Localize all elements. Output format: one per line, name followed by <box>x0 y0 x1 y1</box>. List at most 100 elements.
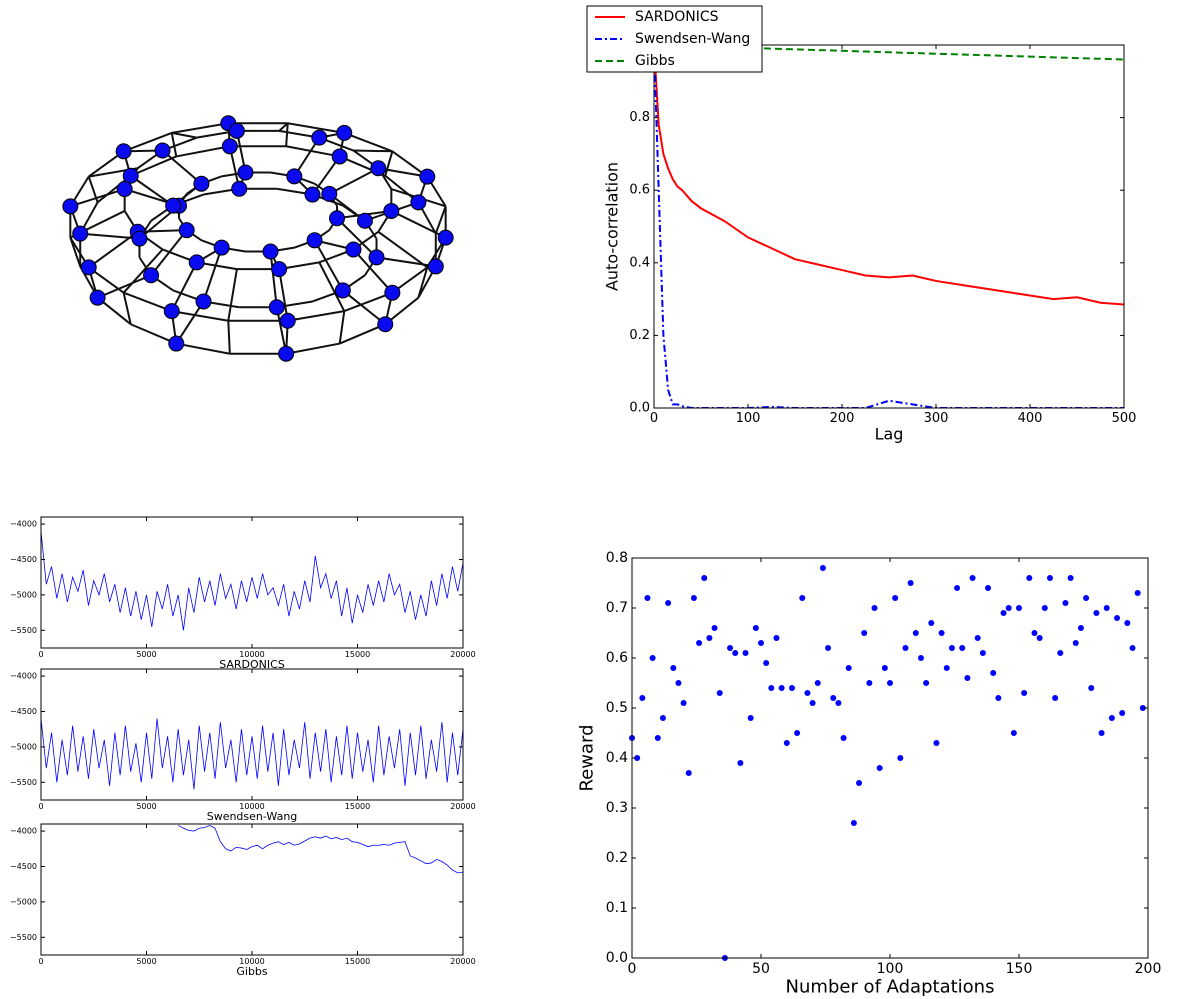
graph-edge <box>170 132 178 157</box>
graph-edge <box>130 323 177 345</box>
data-point <box>974 635 981 641</box>
data-point <box>912 630 919 636</box>
graph-edge <box>175 300 205 345</box>
graph-edge <box>390 210 447 239</box>
data-point <box>861 630 868 636</box>
data-point <box>732 650 739 656</box>
graph-edge <box>384 151 394 177</box>
data-point <box>1114 615 1121 621</box>
data-point <box>1010 730 1017 736</box>
x-tick-label: 200 <box>1135 961 1162 977</box>
x-axis-label: SARDONICS <box>219 658 285 671</box>
x-axis-label: Gibbs <box>236 965 268 978</box>
graph-edge <box>176 342 231 355</box>
graph-edge <box>434 206 447 234</box>
data-point <box>680 700 687 706</box>
y-tick-label: 0.8 <box>606 550 628 566</box>
data-point <box>845 665 852 671</box>
graph-edge <box>130 174 174 207</box>
y-tick-label: 0.8 <box>629 110 650 125</box>
graph-edge <box>338 310 346 344</box>
graph-node <box>178 222 195 239</box>
y-tick-label: −4000 <box>10 672 37 681</box>
graph-node <box>72 225 89 242</box>
data-point <box>701 575 708 581</box>
data-point <box>923 680 930 686</box>
graph-edge <box>285 145 340 158</box>
graph-edge <box>377 230 428 269</box>
legend-label: Swendsen-Wang <box>635 31 750 47</box>
x-tick-label: 150 <box>1006 961 1033 977</box>
graph-edge <box>130 155 177 177</box>
x-tick-label: 20000 <box>450 957 475 966</box>
graph-node <box>122 167 139 184</box>
x-tick-label: 20000 <box>450 650 475 659</box>
data-point <box>1021 690 1028 696</box>
graph-node <box>437 229 454 246</box>
graph-node <box>329 210 346 227</box>
data-point <box>644 595 651 601</box>
data-point <box>1062 600 1069 606</box>
graph-node <box>154 142 171 159</box>
graph-node <box>163 303 180 320</box>
y-tick-label: −5000 <box>10 742 37 751</box>
graph-edge <box>80 232 140 240</box>
data-line <box>41 531 463 631</box>
data-point <box>1072 640 1079 646</box>
x-tick-label: 0 <box>38 802 43 811</box>
data-point <box>799 595 806 601</box>
graph-edge <box>339 323 386 345</box>
data-point <box>690 595 697 601</box>
x-tick-label: 100 <box>877 961 904 977</box>
data-point <box>1016 605 1022 611</box>
data-point <box>659 715 666 721</box>
x-tick-label: 0 <box>38 650 43 659</box>
graph-node <box>278 345 295 362</box>
graph-node <box>304 186 321 203</box>
graph-edge <box>352 248 394 294</box>
data-point <box>866 680 873 686</box>
graph-edge <box>176 145 231 158</box>
data-point <box>654 735 661 741</box>
y-tick-label: −4000 <box>10 827 37 836</box>
y-tick-label: 0.4 <box>629 255 650 270</box>
graph-edge <box>70 188 125 208</box>
data-point <box>1005 605 1012 611</box>
data-point <box>804 690 811 696</box>
graph-edge <box>150 229 188 276</box>
legend-label: SARDONICS <box>635 9 719 25</box>
data-point <box>794 730 801 736</box>
data-point <box>809 700 816 706</box>
x-axis-label: Swendsen-Wang <box>207 810 298 823</box>
graph-node <box>321 185 338 202</box>
y-tick-label: −4500 <box>10 862 37 871</box>
data-point <box>773 635 780 641</box>
y-tick-label: −5000 <box>10 897 37 906</box>
data-point <box>850 820 857 826</box>
graph-edge <box>122 248 164 294</box>
graph-node <box>62 198 79 215</box>
data-point <box>871 605 878 611</box>
data-point <box>881 665 888 671</box>
graph-node <box>80 259 97 276</box>
graph-node <box>188 254 205 271</box>
data-point <box>675 680 682 686</box>
data-point <box>1046 575 1053 581</box>
graph-node <box>143 267 160 284</box>
graph-node <box>213 239 230 256</box>
y-tick-label: 0.2 <box>606 850 628 866</box>
y-tick-label: 0.6 <box>629 183 650 198</box>
data-point <box>1139 705 1146 711</box>
graph-edge <box>353 149 393 153</box>
data-point <box>819 565 826 571</box>
data-point <box>649 655 656 661</box>
data-point <box>1083 595 1090 601</box>
graph-edge <box>378 167 428 178</box>
graph-node <box>115 143 132 160</box>
graph-edge <box>376 256 436 268</box>
graph-edge <box>278 122 289 132</box>
y-tick-label: −5500 <box>10 626 37 635</box>
x-tick-label: 5000 <box>136 957 156 966</box>
y-tick-label: −5000 <box>10 590 37 599</box>
